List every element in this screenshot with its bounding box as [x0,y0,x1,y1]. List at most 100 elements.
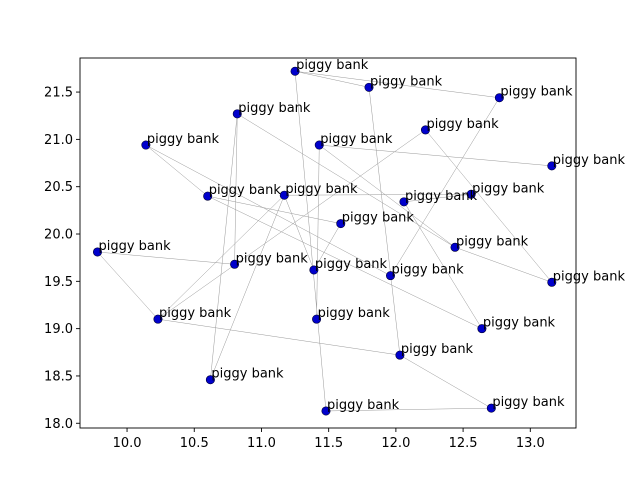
data-point [141,140,151,150]
point-label: piggy bank [553,153,626,168]
plot-frame [79,57,577,429]
point-label: piggy bank [98,239,171,254]
x-tick-label: 12.5 [449,436,478,451]
data-point [92,247,102,257]
point-label: piggy bank [553,269,626,284]
points-layer [92,66,557,416]
x-tick-label: 11.0 [247,436,276,451]
point-label: piggy bank [320,132,393,147]
data-point [477,324,487,334]
edge-line [295,71,370,88]
point-label: piggy bank [315,257,388,272]
edge-line [403,194,472,203]
y-tick-label: 19.0 [44,322,73,337]
y-tick-label: 21.0 [44,133,73,148]
x-tick-label: 13.0 [516,436,545,451]
edge-line [316,145,320,320]
edge-line [157,195,285,320]
edges-layer [97,71,552,412]
point-label: piggy bank [236,251,309,266]
data-point [466,189,476,199]
point-label: piggy bank [472,181,545,196]
edge-line [234,113,238,265]
data-point [309,265,319,275]
edge-line [319,144,552,167]
edge-line [97,251,235,265]
data-point [494,93,504,103]
edge-line [145,144,391,276]
data-point [364,82,374,92]
point-label: piggy bank [147,132,220,147]
point-label: piggy bank [483,316,556,331]
point-label: piggy bank [492,395,565,410]
data-point [486,403,496,413]
edge-line [390,97,500,276]
data-point [290,66,300,76]
edge-line [368,87,401,356]
y-tick-label: 20.0 [44,228,73,243]
data-point [336,219,346,229]
point-label: piggy bank [500,85,573,100]
data-point [279,190,289,200]
edge-line [399,354,492,409]
data-point [314,140,324,150]
point-label: piggy bank [209,183,282,198]
point-label: piggy bank [401,342,474,357]
data-point [312,314,322,324]
point-label: piggy bank [285,182,358,197]
edge-line [157,318,400,356]
edge-line [207,195,483,329]
point-label: piggy bank [211,367,284,382]
point-label: piggy bank [456,234,529,249]
x-tick-label: 10.0 [113,436,142,451]
data-point [321,406,331,416]
edge-line [295,71,500,98]
edge-line [210,195,285,380]
edge-line [145,144,208,197]
y-tick-label: 20.5 [44,180,73,195]
edge-line [425,129,552,283]
x-tick-label: 10.5 [180,436,209,451]
point-label: piggy bank [159,306,232,321]
data-point [230,259,240,269]
y-tick-label: 21.5 [44,86,73,101]
data-point [205,375,215,385]
data-point [547,161,557,171]
edge-line [97,251,159,320]
point-label: piggy bank [392,263,465,278]
point-label: piggy bank [426,117,499,132]
y-tick-label: 18.0 [44,417,73,432]
edge-line [207,195,341,224]
point-label: piggy bank [327,398,400,413]
data-point [450,242,460,252]
edge-line [237,113,456,248]
x-tick-label: 12.0 [381,436,410,451]
data-point [153,314,163,324]
edge-line [454,247,552,283]
edge-line [284,195,315,271]
edge-line [210,113,238,380]
data-point [547,277,557,287]
data-point [203,191,213,201]
x-tick-label: 11.5 [314,436,343,451]
point-label: piggy bank [238,101,311,116]
edge-line [325,407,492,412]
point-label: piggy bank [370,74,443,89]
edge-line [319,144,456,248]
point-label: piggy bank [318,306,391,321]
point-label: piggy bank [405,189,478,204]
point-label: piggy bank [342,211,415,226]
point-label: piggy bank [296,58,369,73]
edge-line [403,201,483,329]
data-point [395,350,405,360]
edge-line [294,71,327,411]
edge-line [284,194,472,196]
data-point [399,197,409,207]
edge-line [313,223,341,271]
edge-line [157,129,426,320]
data-point [232,109,242,119]
y-tick-label: 19.5 [44,275,73,290]
